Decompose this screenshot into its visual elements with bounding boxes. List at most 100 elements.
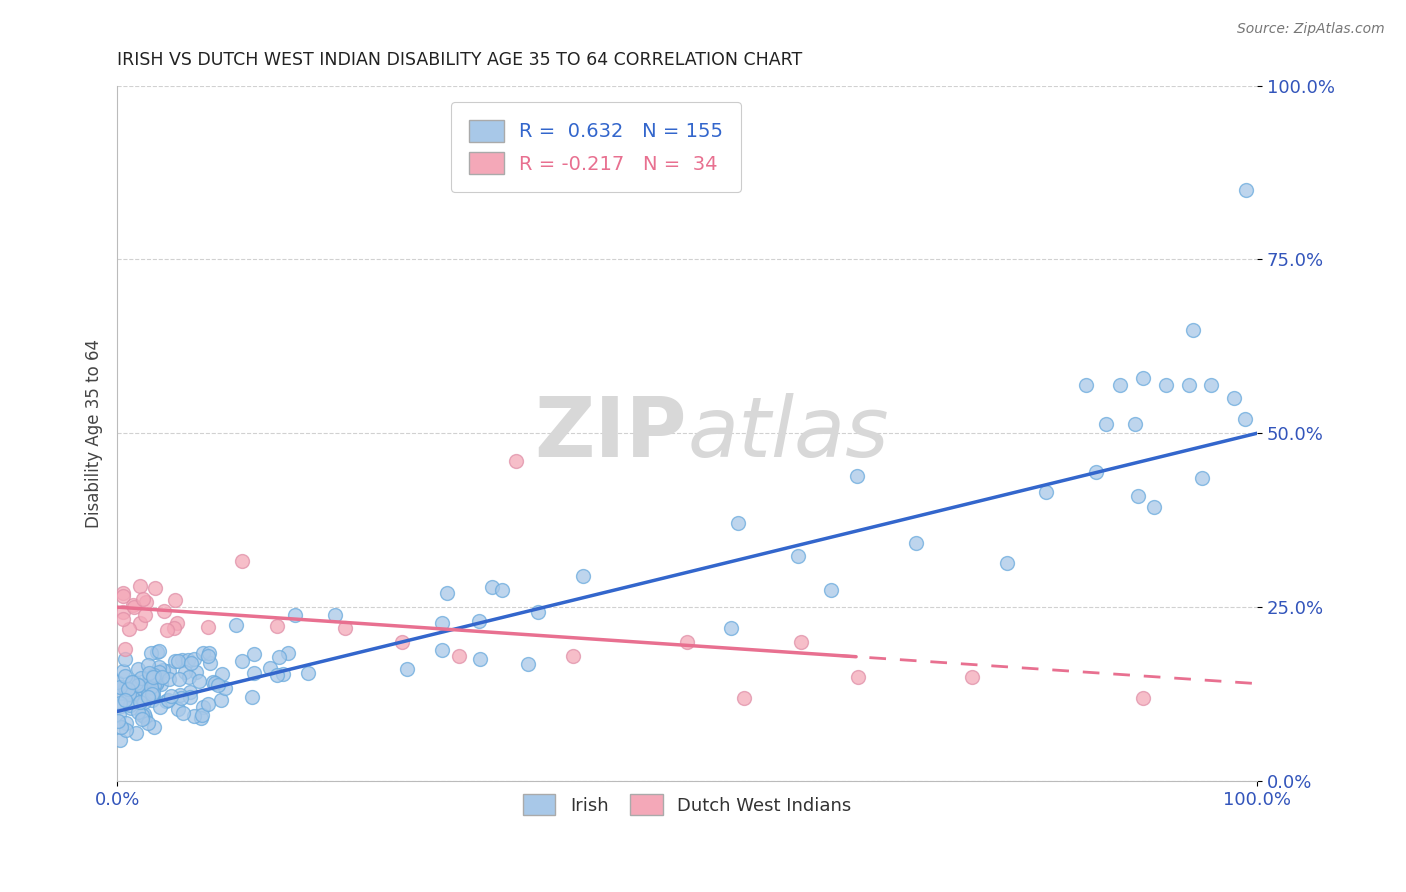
Point bbox=[905, 536, 928, 550]
Point bbox=[108, 732, 131, 747]
Point bbox=[157, 672, 180, 686]
Point bbox=[1182, 323, 1205, 337]
Point bbox=[323, 607, 346, 622]
Point bbox=[114, 652, 136, 666]
Point bbox=[333, 621, 356, 635]
Point bbox=[167, 654, 190, 668]
Point bbox=[145, 674, 167, 689]
Point bbox=[124, 599, 146, 614]
Point bbox=[148, 644, 170, 658]
Point bbox=[148, 665, 170, 679]
Point bbox=[145, 677, 167, 691]
Point bbox=[720, 621, 742, 635]
Point bbox=[207, 678, 229, 692]
Point bbox=[142, 669, 165, 683]
Point bbox=[1191, 471, 1213, 485]
Point bbox=[157, 692, 180, 706]
Point bbox=[1143, 500, 1166, 515]
Point bbox=[121, 689, 143, 703]
Point bbox=[1109, 377, 1132, 392]
Point bbox=[111, 586, 134, 600]
Point bbox=[156, 623, 179, 637]
Point bbox=[240, 690, 263, 704]
Point bbox=[118, 622, 141, 636]
Point bbox=[134, 709, 156, 723]
Point bbox=[997, 557, 1019, 571]
Point bbox=[269, 650, 291, 665]
Point bbox=[1233, 412, 1256, 426]
Text: Source: ZipAtlas.com: Source: ZipAtlas.com bbox=[1237, 22, 1385, 37]
Point bbox=[266, 668, 288, 682]
Point bbox=[846, 670, 869, 684]
Point bbox=[155, 693, 177, 707]
Point bbox=[1095, 417, 1118, 431]
Point bbox=[111, 612, 134, 626]
Point bbox=[676, 635, 699, 649]
Point bbox=[183, 709, 205, 723]
Point bbox=[197, 697, 219, 711]
Point bbox=[214, 681, 236, 696]
Point bbox=[136, 715, 159, 730]
Point bbox=[167, 672, 190, 686]
Y-axis label: Disability Age 35 to 64: Disability Age 35 to 64 bbox=[86, 339, 103, 528]
Point bbox=[121, 674, 143, 689]
Point bbox=[141, 646, 163, 660]
Point bbox=[141, 687, 163, 701]
Point bbox=[505, 454, 527, 468]
Point bbox=[266, 619, 288, 633]
Point bbox=[159, 665, 181, 679]
Point bbox=[209, 693, 232, 707]
Point bbox=[129, 671, 152, 685]
Point bbox=[132, 682, 155, 697]
Point bbox=[114, 692, 136, 706]
Point bbox=[111, 664, 134, 678]
Point bbox=[491, 583, 513, 598]
Point bbox=[297, 666, 319, 681]
Point bbox=[143, 670, 166, 684]
Point bbox=[190, 711, 212, 725]
Point bbox=[141, 688, 163, 702]
Point bbox=[110, 699, 132, 714]
Point bbox=[146, 645, 169, 659]
Point bbox=[481, 580, 503, 594]
Point bbox=[114, 642, 136, 657]
Point bbox=[183, 651, 205, 665]
Point bbox=[470, 652, 492, 666]
Point bbox=[152, 663, 174, 677]
Point bbox=[733, 690, 755, 705]
Point bbox=[170, 653, 193, 667]
Point bbox=[117, 688, 139, 702]
Point bbox=[132, 706, 155, 721]
Point bbox=[468, 615, 491, 629]
Point bbox=[198, 646, 221, 660]
Point bbox=[1154, 377, 1177, 392]
Point bbox=[143, 668, 166, 682]
Point bbox=[111, 681, 134, 696]
Point bbox=[391, 635, 413, 649]
Point bbox=[259, 661, 281, 675]
Point bbox=[142, 684, 165, 698]
Point bbox=[128, 677, 150, 691]
Text: atlas: atlas bbox=[688, 392, 889, 474]
Point bbox=[395, 662, 418, 676]
Point bbox=[1223, 392, 1246, 406]
Point bbox=[787, 549, 810, 563]
Point bbox=[138, 668, 160, 682]
Point bbox=[1201, 377, 1223, 392]
Point bbox=[153, 604, 176, 618]
Point bbox=[191, 708, 214, 723]
Point bbox=[127, 662, 149, 676]
Point bbox=[201, 674, 224, 689]
Point bbox=[121, 674, 143, 689]
Point bbox=[150, 676, 173, 690]
Point bbox=[1126, 489, 1149, 503]
Point bbox=[187, 674, 209, 689]
Point bbox=[124, 675, 146, 690]
Point bbox=[1123, 417, 1146, 431]
Point bbox=[136, 690, 159, 704]
Point bbox=[129, 615, 152, 630]
Point bbox=[179, 690, 201, 704]
Point bbox=[197, 648, 219, 663]
Point bbox=[122, 598, 145, 612]
Point bbox=[790, 635, 813, 649]
